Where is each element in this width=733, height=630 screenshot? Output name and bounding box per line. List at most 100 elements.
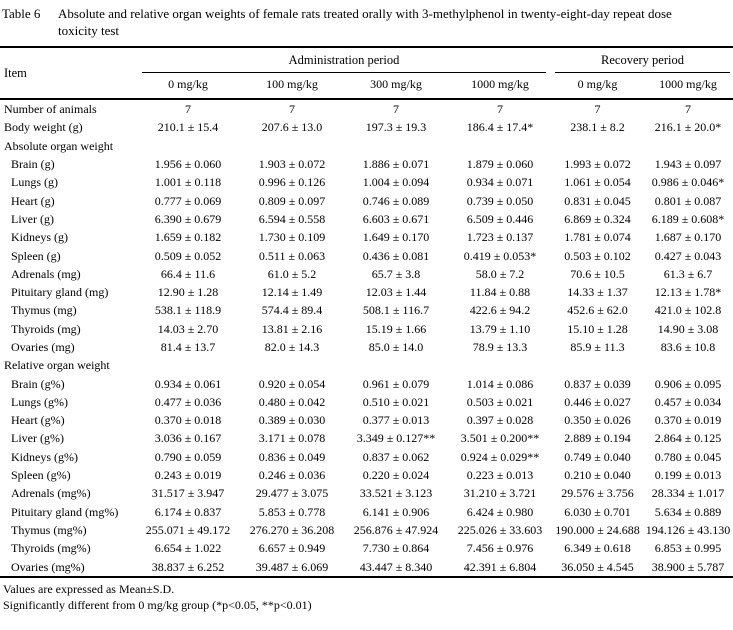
section-row: Relative organ weight: [0, 356, 733, 374]
cell-value: 574.4 ± 89.4: [261, 303, 323, 318]
cell-value: 1.730 ± 0.109: [258, 230, 326, 245]
cell-value: 0.350 ± 0.026: [564, 413, 631, 428]
row-label: Ovaries (mg%): [11, 559, 85, 574]
table-row: Adrenals (mg%) 31.517 ± 3.947 29.477 ± 3.0…: [0, 484, 733, 502]
cell-value: 29.576 ± 3.756: [561, 486, 634, 501]
cell-value: 0.220 ± 0.024: [362, 468, 430, 483]
cell-value: 11.84 ± 0.88: [469, 285, 531, 300]
table-row: Adrenals (mg) 66.4 ± 11.6 61.0 ± 5.2 65.7 ±…: [0, 265, 733, 283]
table-row: Thymus (mg) 538.1 ± 118.9 574.4 ± 89.4 508.…: [0, 301, 733, 319]
table-body: Number of animals 7 7 7 7 7 7 Body weight (g) 21…: [0, 99, 733, 577]
cell-value: 3.036 ± 0.167: [154, 431, 222, 446]
table-row: Pituitary gland (mg%) 6.174 ± 0.837 5.853 …: [0, 503, 733, 521]
cell-value: 0.377 ± 0.013: [362, 413, 430, 428]
cell-value: 58.0 ± 7.2: [475, 266, 525, 281]
cell-value: 6.174 ± 0.837: [154, 504, 222, 519]
cell-value: 1.723 ± 0.137: [466, 230, 534, 245]
cell-value: 6.657 ± 0.949: [258, 541, 326, 556]
row-label: Pituitary gland (mg%): [11, 504, 119, 519]
cell-value: 39.487 ± 6.069: [255, 559, 329, 574]
row-label: Number of animals: [4, 102, 97, 117]
cell-value: 0.480 ± 0.042: [258, 394, 326, 409]
row-label: Liver (g%): [11, 431, 64, 446]
cell-value: 422.6 ± 94.2: [469, 303, 531, 318]
table-row: Liver (g%) 3.036 ± 0.167 3.171 ± 0.078 3.34…: [0, 429, 733, 447]
cell-value: 7.456 ± 0.976: [466, 541, 534, 556]
cell-value: [643, 137, 733, 155]
cell-value: 238.1 ± 8.2: [570, 120, 625, 135]
row-label: Liver (g): [11, 211, 54, 226]
cell-value: 0.831 ± 0.045: [564, 193, 631, 208]
cell-value: 6.603 ± 0.671: [362, 211, 430, 226]
footnote-significance: Significantly different from 0 mg/kg gro…: [3, 597, 312, 612]
table-row: Thyroids (mg) 14.03 ± 2.70 13.81 ± 2.16 15.…: [0, 320, 733, 338]
cell-value: 7: [185, 102, 191, 117]
cell-value: 0.790 ± 0.059: [154, 449, 222, 464]
cell-value: 0.511 ± 0.063: [258, 248, 326, 263]
cell-value: [552, 137, 643, 155]
cell-value: [240, 137, 344, 155]
cell-value: 66.4 ± 11.6: [160, 266, 216, 281]
row-label: Thyroids (mg%): [11, 541, 91, 556]
cell-value: 0.934 ± 0.061: [154, 376, 222, 391]
cell-value: 65.7 ± 3.8: [371, 266, 421, 281]
row-label: Thymus (mg%): [11, 522, 87, 537]
cell-value: 0.243 ± 0.019: [154, 468, 222, 483]
cell-value: 1.014 ± 0.086: [466, 376, 534, 391]
table-row: Spleen (g) 0.509 ± 0.052 0.511 ± 0.063 0.43…: [0, 246, 733, 264]
cell-value: 28.334 ± 1.017: [651, 486, 725, 501]
cell-value: 0.510 ± 0.021: [362, 394, 430, 409]
table-row: Ovaries (mg%) 38.837 ± 6.252 39.487 ± 6.06…: [0, 557, 733, 576]
recovery-period-label: Recovery period: [601, 53, 684, 68]
dose-column-header-admin-0: 0 mg/kg: [168, 77, 208, 91]
table-row: Body weight (g) 210.1 ± 15.4 207.6 ± 13.0 1…: [0, 118, 733, 136]
row-label: Lungs (g%): [11, 394, 68, 409]
row-label: Spleen (g): [11, 248, 61, 263]
cell-value: 0.801 ± 0.087: [654, 193, 722, 208]
cell-value: 1.649 ± 0.170: [362, 230, 430, 245]
cell-value: [136, 137, 240, 155]
cell-value: 1.886 ± 0.071: [362, 157, 430, 172]
cell-value: 0.837 ± 0.062: [362, 449, 430, 464]
cell-value: 1.659 ± 0.182: [154, 230, 222, 245]
cell-value: 85.0 ± 14.0: [368, 340, 424, 354]
row-label: Pituitary gland (mg): [11, 285, 109, 300]
table-row: Spleen (g%) 0.243 ± 0.019 0.246 ± 0.036 0.2…: [0, 466, 733, 484]
cell-value: 0.370 ± 0.018: [154, 413, 222, 428]
cell-value: 61.0 ± 5.2: [267, 266, 317, 281]
row-label: Adrenals (mg): [11, 266, 81, 281]
cell-value: 421.0 ± 102.8: [654, 303, 722, 318]
cell-value: 0.436 ± 0.081: [362, 248, 430, 263]
cell-value: 186.4 ± 17.4*: [466, 120, 534, 135]
header-group-row: Item Administration period Recovery peri…: [0, 47, 733, 80]
cell-value: 2.889 ± 0.194: [564, 431, 631, 446]
cell-value: 0.446 ± 0.027: [564, 394, 631, 409]
cell-value: 1.879 ± 0.060: [466, 157, 534, 172]
cell-value: 0.986 ± 0.046*: [651, 175, 725, 190]
row-label: Thymus (mg): [11, 303, 77, 318]
cell-value: [136, 356, 240, 374]
cell-value: 1.903 ± 0.072: [258, 157, 326, 172]
dose-column-header-admin-1000: 1000 mg/kg: [471, 77, 529, 91]
cell-value: 15.19 ± 1.66: [365, 321, 427, 336]
cell-value: 6.509 ± 0.446: [466, 211, 534, 226]
table-row: Heart (g%) 0.370 ± 0.018 0.389 ± 0.030 0.37…: [0, 411, 733, 429]
cell-value: 6.030 ± 0.701: [564, 504, 631, 519]
cell-value: 0.924 ± 0.029**: [460, 449, 540, 464]
cell-value: 0.837 ± 0.039: [564, 376, 631, 391]
cell-value: 29.477 ± 3.075: [255, 486, 329, 501]
cell-value: 452.6 ± 62.0: [567, 303, 628, 318]
table-row: Kidneys (g) 1.659 ± 0.182 1.730 ± 0.109 1.6…: [0, 228, 733, 246]
dose-column-header-admin-100: 100 mg/kg: [266, 77, 318, 91]
caption-text: Absolute and relative organ weights of f…: [58, 6, 672, 38]
cell-value: 0.906 ± 0.095: [654, 376, 722, 391]
cell-value: 7: [594, 102, 601, 117]
dose-column-header-recovery-0: 0 mg/kg: [577, 77, 618, 91]
cell-value: [344, 137, 448, 155]
row-label: Brain (g%): [11, 376, 65, 391]
cell-value: 3.501 ± 0.200**: [460, 431, 540, 446]
cell-value: 36.050 ± 4.545: [561, 559, 634, 574]
cell-value: 0.477 ± 0.036: [154, 394, 222, 409]
cell-value: [448, 137, 552, 155]
